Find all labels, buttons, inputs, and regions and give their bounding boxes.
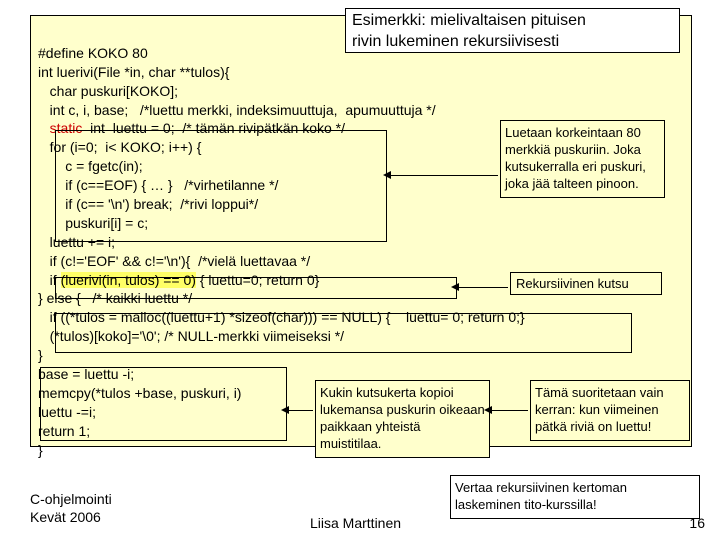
- page-number: 16: [689, 515, 705, 531]
- code-l2: int luerivi(File *in, char **tulos){: [38, 64, 229, 80]
- arrow1-head: [383, 171, 391, 179]
- footer-l2: Kevät 2006: [30, 509, 101, 525]
- footer-left: C-ohjelmointi Kevät 2006: [30, 490, 112, 526]
- code-l22: }: [38, 442, 43, 458]
- note-copy-buffer: Kukin kutsukerta kopioi lukemansa puskur…: [315, 380, 490, 458]
- arrow2-line: [458, 287, 508, 288]
- code-l5a: [38, 120, 50, 136]
- title-l1: Esimerkki: mielivaltaisen pituisen: [352, 12, 586, 29]
- arrow3-line: [288, 410, 313, 411]
- code-l1: #define KOKO 80: [38, 45, 148, 61]
- footer-l1: C-ohjelmointi: [30, 491, 112, 507]
- note-recursive-call: Rekursiivinen kutsu: [510, 272, 662, 295]
- loop-highlight-box: [55, 130, 387, 242]
- code-l17: }: [38, 347, 43, 363]
- arrow4-line: [491, 410, 528, 411]
- recursive-highlight-box: [55, 277, 457, 299]
- code-l12: if (c!='EOF' && c!='\n'){ /*vielä luetta…: [38, 253, 310, 269]
- title-l2: rivin lukeminen rekursiivisesti: [352, 33, 559, 50]
- arrow2-head: [451, 283, 459, 291]
- footer-note-compare: Vertaa rekursiivinen kertoman laskeminen…: [450, 475, 700, 519]
- base-highlight-box: [40, 367, 287, 441]
- title-box: Esimerkki: mielivaltaisen pituisen rivin…: [345, 8, 680, 53]
- null-highlight-box: [55, 313, 632, 353]
- note-executed-once: Tämä suoritetaan vain kerran: kun viimei…: [530, 380, 690, 441]
- arrow3-head: [281, 406, 289, 414]
- code-l3: char puskuri[KOKO];: [38, 83, 178, 99]
- footer-author: Liisa Marttinen: [310, 515, 401, 531]
- note-read-buffer: Luetaan korkeintaan 80 merkkiä puskuriin…: [500, 120, 665, 198]
- code-l4: int c, i, base; /*luettu merkki, indeksi…: [38, 102, 436, 118]
- arrow1-line: [390, 175, 498, 176]
- arrow4-head: [484, 406, 492, 414]
